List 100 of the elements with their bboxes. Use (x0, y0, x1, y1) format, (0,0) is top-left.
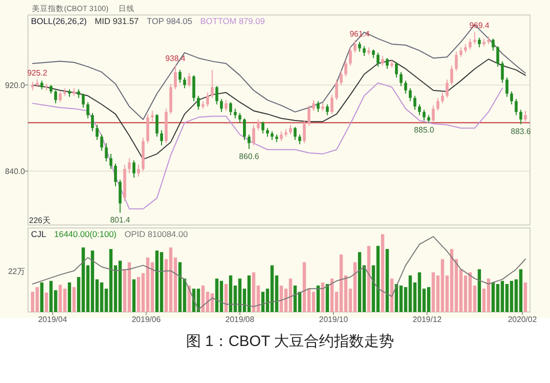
candlestick (524, 110, 527, 122)
candlestick (326, 104, 329, 116)
text: TOP 984.05 (146, 16, 193, 26)
candlestick (381, 55, 384, 66)
candlestick (492, 38, 495, 52)
x-tick-label: 2019/08 (225, 315, 255, 324)
candlestick (128, 158, 131, 174)
annotation: 801.4 (110, 216, 131, 225)
candlestick (229, 102, 232, 116)
annotation: 969.4 (469, 20, 490, 30)
candlestick (54, 90, 58, 104)
candlestick (178, 69, 182, 84)
bar (72, 287, 76, 312)
candlestick (468, 38, 472, 50)
bar (321, 282, 324, 312)
candlestick (404, 80, 408, 94)
candlestick (376, 52, 380, 68)
bar (316, 286, 320, 312)
bar (353, 262, 357, 312)
annotation: 885.0 (414, 126, 435, 135)
candlestick (206, 92, 210, 108)
candlestick (506, 76, 508, 98)
x-tick-label: 2019/06 (132, 315, 162, 324)
candlestick (289, 124, 292, 136)
candlestick (500, 60, 504, 84)
candlestick (183, 76, 186, 89)
candlestick (86, 102, 90, 119)
line-series (32, 82, 503, 210)
y-tick-label: 840.0 (4, 167, 26, 176)
bar (188, 286, 191, 312)
candlestick (196, 95, 200, 110)
bar (68, 282, 72, 312)
candlestick (280, 130, 283, 142)
bar (155, 250, 159, 312)
candlestick (248, 134, 251, 150)
candlestick (118, 179, 122, 214)
candlestick (514, 98, 518, 116)
annotation: 925.2 (27, 68, 48, 78)
caption: 图 1：CBOT 大豆合约指数走势 (186, 333, 394, 350)
candlestick (238, 112, 242, 124)
candlestick (261, 121, 264, 134)
candlestick (137, 164, 140, 178)
candlestick (312, 100, 315, 112)
bar (44, 292, 48, 312)
x-tick-label: 2019/12 (412, 315, 442, 324)
candlestick (335, 79, 338, 101)
legend-title: BOLL(26,26,2) (31, 16, 87, 26)
candlestick (354, 40, 356, 54)
candlestick (100, 134, 104, 152)
candlestick (422, 109, 426, 122)
annotation: 860.6 (239, 152, 260, 161)
candlestick (459, 46, 462, 58)
candlestick (478, 37, 481, 48)
x-tick-label: 2020/02 (508, 315, 538, 324)
candlestick (294, 126, 297, 140)
bar (478, 269, 481, 312)
candlestick (395, 62, 398, 78)
candlestick (302, 120, 306, 144)
candlestick (298, 134, 302, 145)
candlestick (418, 104, 421, 116)
candlestick (330, 94, 334, 115)
annotation: 883.6 (510, 127, 532, 136)
bar (376, 246, 380, 312)
candlestick (358, 41, 362, 52)
candlestick (441, 92, 444, 104)
candlestick (109, 153, 112, 170)
candlestick (215, 86, 218, 105)
bar (386, 249, 389, 312)
text: 22万 (8, 266, 25, 276)
text: BOTTOM 879.09 (200, 16, 266, 26)
bar (367, 246, 370, 312)
bar (524, 282, 528, 312)
candlestick (510, 90, 514, 105)
x-tick-label: 2019/04 (38, 315, 68, 324)
text: MID 931.57 (94, 16, 139, 26)
bar (40, 282, 44, 312)
bar (288, 278, 292, 312)
bar (178, 262, 182, 312)
candlestick (340, 70, 343, 86)
candlestick (413, 95, 416, 110)
candlestick (96, 124, 99, 140)
x-tick-label: 2019/10 (319, 315, 349, 324)
legend-title: CJL (31, 229, 46, 239)
candlestick (446, 79, 449, 98)
candlestick (252, 124, 256, 146)
y-tick-label: 920.0 (4, 81, 26, 90)
bar (440, 259, 444, 312)
candlestick (348, 46, 352, 66)
series-label: 16440.00(0:100) (54, 229, 117, 239)
candlestick (243, 118, 246, 140)
bar (118, 260, 122, 312)
candlestick (307, 104, 310, 126)
candlestick (220, 98, 223, 112)
bar (132, 279, 136, 312)
candlestick (436, 97, 440, 112)
candlestick (210, 69, 214, 98)
bar (380, 234, 384, 312)
candlestick (91, 112, 94, 132)
candlestick (156, 114, 158, 138)
candlestick (224, 100, 228, 112)
